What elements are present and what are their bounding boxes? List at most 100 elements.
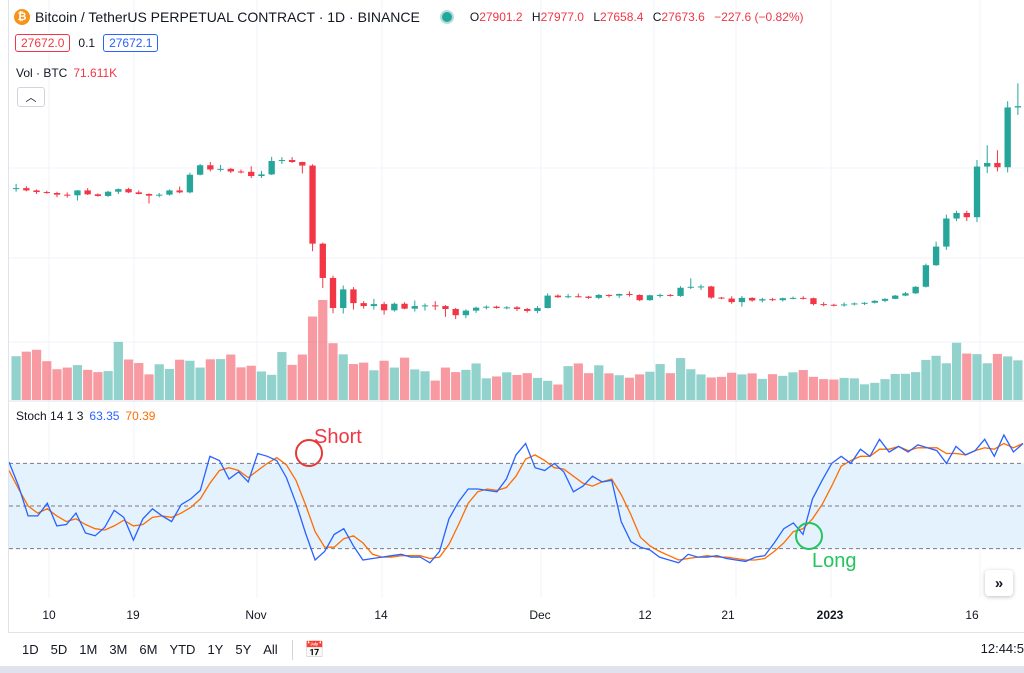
- candle-body: [207, 165, 214, 170]
- volume-bar: [931, 355, 941, 400]
- calendar-goto-icon[interactable]: 📅: [304, 641, 325, 659]
- volume-bar: [839, 377, 849, 400]
- range-button-3m[interactable]: 3M: [109, 642, 128, 657]
- volume-bar: [665, 373, 675, 400]
- symbol-header[interactable]: ₿ Bitcoin / TetherUS PERPETUAL CONTRACT …: [14, 6, 810, 28]
- candle-body: [258, 174, 265, 177]
- volume-legend[interactable]: Vol · BTC 71.611K: [16, 66, 117, 80]
- volume-bar: [215, 359, 226, 400]
- chevron-up-icon: ︿: [25, 92, 37, 104]
- candle-body: [973, 166, 981, 218]
- market-open-dot-icon: [439, 10, 454, 24]
- long-annotation: Long: [812, 550, 857, 572]
- volume-bar: [113, 341, 123, 400]
- candle-body: [472, 307, 480, 311]
- candle-body: [636, 294, 643, 301]
- clock[interactable]: 12:44:5: [980, 641, 1024, 656]
- scroll-to-realtime-button[interactable]: »: [985, 570, 1013, 596]
- candle-body: [145, 194, 153, 196]
- candle-body: [125, 189, 132, 193]
- candle-body: [104, 191, 112, 196]
- range-button-1m[interactable]: 1M: [79, 642, 98, 657]
- candle-body: [1004, 107, 1011, 168]
- candle-body: [656, 294, 664, 296]
- volume-bar: [52, 369, 62, 400]
- volume-bar: [144, 374, 154, 400]
- volume-bar: [767, 374, 778, 400]
- volume-bar: [420, 371, 430, 400]
- candle-body: [708, 286, 715, 298]
- volume-bar: [747, 373, 757, 400]
- candle-body: [605, 294, 613, 296]
- volume-bar: [808, 376, 819, 400]
- range-button-all[interactable]: All: [263, 642, 278, 657]
- volume-label: Vol · BTC: [16, 66, 68, 80]
- candle-body: [902, 293, 909, 296]
- volume-bar: [675, 358, 686, 400]
- volume-bar: [553, 384, 563, 400]
- chart-canvas[interactable]: [9, 0, 1024, 632]
- ohlc-readout: O27901.2 H27977.0 L27658.4 C27673.6 −227…: [469, 10, 804, 24]
- volume-bar: [880, 379, 890, 400]
- volume-bar: [757, 378, 767, 400]
- volume-bar: [859, 384, 870, 400]
- candle-body: [943, 218, 950, 247]
- volume-bar: [440, 367, 451, 400]
- volume-bar: [819, 379, 829, 400]
- range-button-ytd[interactable]: YTD: [169, 642, 196, 657]
- candle-body: [503, 307, 510, 309]
- time-axis-label: 12: [638, 608, 652, 622]
- range-button-1d[interactable]: 1D: [22, 642, 39, 657]
- volume-bar: [798, 370, 808, 400]
- volume-bar: [635, 374, 645, 400]
- candle-body: [748, 297, 756, 301]
- volume-bar: [83, 369, 93, 400]
- volume-bar: [379, 360, 389, 400]
- candle-body: [288, 160, 296, 162]
- candle-body: [738, 297, 746, 303]
- volume-bar: [123, 359, 134, 400]
- volume-bar: [911, 372, 921, 400]
- candle-body: [851, 303, 858, 305]
- time-axis-label: Nov: [245, 608, 267, 622]
- collapse-legend-button[interactable]: ︿: [17, 87, 45, 107]
- stoch-legend[interactable]: Stoch 14 1 3 63.35 70.39: [16, 409, 155, 423]
- candle-body: [33, 190, 40, 193]
- sell-price-box[interactable]: 27672.0: [15, 34, 71, 52]
- range-button-5d[interactable]: 5D: [50, 642, 68, 657]
- chart-area[interactable]: [8, 0, 1024, 632]
- candle-body: [861, 302, 868, 304]
- volume-bar: [287, 364, 297, 400]
- time-axis-label: 21: [721, 608, 735, 622]
- candle-body: [677, 287, 684, 296]
- volume-bar: [696, 374, 706, 400]
- time-axis-label: 16: [965, 608, 979, 622]
- volume-bar: [103, 371, 113, 400]
- volume-bar: [778, 375, 788, 400]
- candle-body: [820, 304, 827, 306]
- candle-body: [524, 308, 531, 311]
- volume-bar: [573, 363, 583, 400]
- volume-bar: [471, 363, 481, 400]
- range-button-6m[interactable]: 6M: [139, 642, 158, 657]
- candle-body: [12, 188, 20, 190]
- toolbar-divider: [291, 639, 293, 660]
- candle-body: [994, 162, 1001, 168]
- volume-bar: [543, 380, 553, 400]
- volume-bar: [624, 377, 635, 400]
- time-axis-label: 19: [126, 608, 140, 622]
- range-button-1y[interactable]: 1Y: [207, 642, 224, 657]
- volume-bar: [737, 374, 747, 400]
- symbol-title[interactable]: Bitcoin / TetherUS PERPETUAL CONTRACT · …: [35, 9, 420, 25]
- buy-price-box[interactable]: 27672.1: [103, 34, 159, 52]
- stoch-d-value: 70.39: [125, 409, 156, 423]
- candle-body: [800, 297, 807, 299]
- volume-bar: [900, 373, 911, 400]
- candle-body: [186, 174, 194, 193]
- range-button-5y[interactable]: 5Y: [235, 642, 252, 657]
- stoch-label: Stoch 14 1 3: [16, 409, 84, 423]
- volume-bar: [277, 352, 287, 400]
- range-buttons: 1D 5D 1M 3M 6M YTD 1Y 5Y All: [8, 642, 278, 657]
- volume-bar: [72, 365, 83, 400]
- volume-bar: [154, 364, 164, 400]
